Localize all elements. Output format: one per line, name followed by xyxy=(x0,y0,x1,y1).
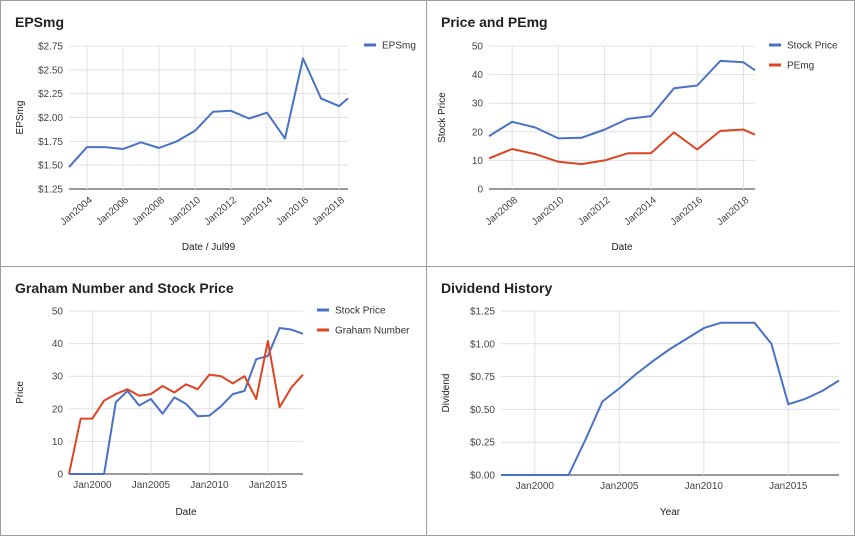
y-tick-label: 10 xyxy=(472,156,484,167)
chart-title: EPSmg xyxy=(15,14,64,30)
legend-label: Graham Number xyxy=(335,326,410,337)
y-tick-label: $0.75 xyxy=(470,372,495,383)
x-tick-label: Jan2010 xyxy=(190,480,229,491)
x-tick-label: Jan2015 xyxy=(769,481,808,492)
y-tick-label: $1.25 xyxy=(38,185,63,196)
y-tick-label: 30 xyxy=(52,372,64,383)
x-tick-label: Jan2018 xyxy=(715,195,752,228)
x-tick-label: Jan2000 xyxy=(516,481,555,492)
x-tick-label: Jan2012 xyxy=(202,195,239,228)
y-tick-label: $1.00 xyxy=(470,339,495,350)
x-axis-label: Date xyxy=(175,507,197,518)
chart-svg-dividend-history: Dividend History $0.00 $0.25 $0.50 $0.75 $1.0… xyxy=(441,280,840,518)
x-tick-label: Jan2015 xyxy=(249,480,288,491)
series-line-1 xyxy=(488,128,756,166)
y-tick-label: $2.00 xyxy=(38,113,63,124)
legend-label: Stock Price xyxy=(335,306,386,317)
x-axis-label: Date / Jul99 xyxy=(182,242,236,253)
series-line-0 xyxy=(68,57,349,168)
x-tick-label: Jan2014 xyxy=(238,195,275,228)
y-tick-label: $1.50 xyxy=(38,161,63,172)
chart-panel-price-pemg: Price and PEmg 0 10 20 30 40 50 Jan2008 Jan2010 J… xyxy=(426,0,855,268)
y-axis-label: EPSmg xyxy=(15,101,26,135)
y-tick-label: $2.75 xyxy=(38,42,63,53)
y-tick-label: $0.25 xyxy=(470,438,495,449)
chart-panel-dividend-history: Dividend History $0.00 $0.25 $0.50 $0.75 $1.0… xyxy=(426,266,855,536)
y-tick-label: $2.25 xyxy=(38,89,63,100)
chart-svg-price-pemg: Price and PEmg 0 10 20 30 40 50 Jan2008 Jan2010 J… xyxy=(437,14,838,253)
y-tick-label: 30 xyxy=(472,99,484,110)
chart-title: Dividend History xyxy=(441,280,552,296)
legend-label: Stock Price xyxy=(787,41,838,52)
series-line-0 xyxy=(488,59,756,140)
x-tick-label: Jan2004 xyxy=(58,195,95,228)
y-tick-label: $1.75 xyxy=(38,137,63,148)
x-tick-label: Jan2018 xyxy=(310,195,347,228)
y-tick-label: $0.00 xyxy=(470,471,495,482)
x-tick-label: Jan2010 xyxy=(685,481,724,492)
series-line-1 xyxy=(68,340,304,475)
chart-title: Price and PEmg xyxy=(441,14,548,30)
x-tick-label: Jan2000 xyxy=(73,480,112,491)
x-tick-label: Jan2010 xyxy=(530,195,567,228)
y-tick-label: 40 xyxy=(52,339,64,350)
legend-label: PEmg xyxy=(787,61,814,72)
y-tick-label: $2.50 xyxy=(38,65,63,76)
x-tick-label: Jan2012 xyxy=(576,195,613,228)
chart-panel-graham-number: Graham Number and Stock Price 0 10 20 30 40 50… xyxy=(0,266,428,536)
y-tick-label: 0 xyxy=(57,470,63,481)
chart-svg-epsmg: EPSmg $1.25 $1.50 $1.75 $2.00 $2.25 $2.50 $2.75… xyxy=(15,14,416,253)
x-tick-label: Jan2008 xyxy=(130,195,167,228)
y-tick-label: 50 xyxy=(472,42,484,53)
y-tick-label: 0 xyxy=(477,185,483,196)
y-tick-label: 20 xyxy=(52,404,64,415)
y-tick-label: $0.50 xyxy=(470,405,495,416)
y-tick-label: 20 xyxy=(472,127,484,138)
y-tick-label: 40 xyxy=(472,70,484,81)
x-tick-label: Jan2016 xyxy=(669,195,706,228)
x-tick-label: Jan2006 xyxy=(94,195,131,228)
x-tick-label: Jan2016 xyxy=(274,195,311,228)
series-line-0 xyxy=(501,321,840,476)
y-axis-label: Stock Price xyxy=(437,92,448,143)
x-axis-label: Date xyxy=(611,242,633,253)
x-tick-label: Jan2014 xyxy=(622,195,659,228)
x-tick-label: Jan2005 xyxy=(132,480,171,491)
x-tick-label: Jan2010 xyxy=(166,195,203,228)
y-tick-label: $1.25 xyxy=(470,307,495,318)
chart-svg-graham-number: Graham Number and Stock Price 0 10 20 30 40 50… xyxy=(15,280,410,518)
x-tick-label: Jan2005 xyxy=(600,481,639,492)
y-tick-label: 50 xyxy=(52,307,64,318)
y-axis-label: Dividend xyxy=(441,374,452,413)
x-tick-label: Jan2008 xyxy=(484,195,521,228)
chart-panel-epsmg: EPSmg $1.25 $1.50 $1.75 $2.00 $2.25 $2.50 $2.75… xyxy=(0,0,428,268)
legend-label: EPSmg xyxy=(382,41,416,52)
chart-title: Graham Number and Stock Price xyxy=(15,280,234,296)
y-tick-label: 10 xyxy=(52,437,64,448)
x-axis-label: Year xyxy=(660,507,681,518)
y-axis-label: Price xyxy=(15,381,26,404)
